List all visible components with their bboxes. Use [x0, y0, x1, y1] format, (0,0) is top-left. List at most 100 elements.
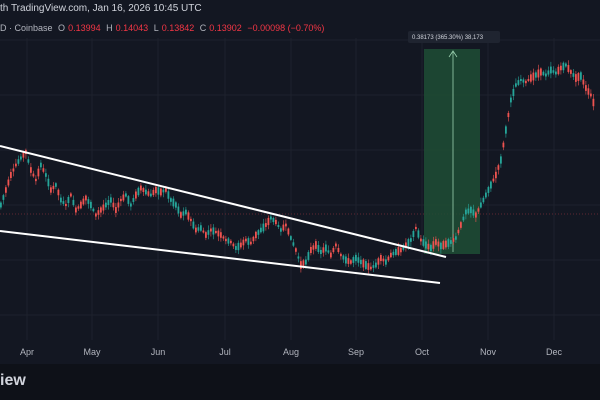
candle — [520, 78, 522, 82]
candle — [500, 156, 502, 164]
candle — [335, 243, 337, 247]
low-value: 0.13842 — [161, 23, 195, 33]
candle — [447, 239, 450, 247]
candle — [132, 198, 135, 202]
candle — [497, 165, 500, 170]
candle — [330, 252, 332, 258]
candle — [180, 212, 182, 218]
candle — [487, 187, 490, 193]
candle — [452, 238, 455, 242]
candle — [540, 68, 542, 76]
candle — [470, 206, 472, 214]
candle — [15, 163, 17, 167]
candle — [577, 73, 580, 81]
candle — [542, 71, 545, 76]
x-tick-label: Jul — [219, 347, 231, 357]
candle — [287, 228, 290, 235]
candle — [502, 142, 505, 148]
candle — [265, 223, 267, 227]
measure-label: 0.38173 (365.30%) 38,173 — [412, 35, 484, 41]
candle — [210, 228, 212, 232]
measure-arrow-head — [448, 50, 458, 58]
candle — [525, 80, 527, 84]
candle — [357, 257, 360, 263]
candle — [177, 206, 180, 214]
candle — [440, 242, 442, 250]
candle — [290, 236, 292, 240]
candle — [492, 178, 495, 182]
candle — [245, 238, 247, 242]
candle — [112, 202, 115, 208]
candle — [115, 207, 117, 213]
candle — [587, 88, 590, 95]
candle — [62, 201, 65, 204]
candle — [575, 74, 577, 82]
candle — [552, 70, 555, 73]
candle — [435, 239, 437, 245]
candle — [460, 222, 462, 228]
candle — [547, 70, 550, 75]
x-tick-label: Sep — [348, 347, 364, 357]
candle — [420, 238, 422, 242]
candle — [507, 112, 510, 118]
candle — [380, 254, 382, 262]
candle — [232, 243, 235, 247]
candle — [35, 178, 37, 182]
candle — [22, 152, 25, 158]
candles — [0, 60, 595, 275]
candle — [527, 78, 530, 82]
open-label: O — [58, 23, 66, 33]
candle — [190, 218, 192, 222]
candle — [442, 241, 445, 249]
candle — [105, 202, 107, 208]
candle — [2, 195, 5, 200]
candle — [432, 241, 435, 249]
candle — [382, 258, 385, 262]
tradingview-brand: iew — [0, 372, 26, 389]
candle — [222, 236, 225, 239]
candle — [147, 191, 150, 196]
candle — [192, 221, 195, 229]
candle — [377, 258, 380, 265]
candle — [537, 69, 540, 78]
candle — [127, 196, 130, 204]
candle — [85, 195, 87, 201]
candle — [162, 189, 165, 193]
candle — [555, 71, 557, 75]
candle — [165, 188, 167, 192]
candle — [352, 257, 355, 263]
candle — [40, 162, 42, 168]
close-label: C — [199, 23, 207, 33]
candle — [122, 194, 125, 201]
candle — [215, 230, 217, 234]
candle — [250, 241, 252, 245]
candle — [445, 240, 447, 248]
candle — [7, 179, 10, 186]
candle — [402, 245, 405, 250]
upper-trendline[interactable] — [0, 145, 447, 258]
candle — [292, 242, 295, 246]
candle — [277, 224, 280, 228]
candle — [405, 242, 407, 248]
candle — [282, 224, 285, 231]
candle — [67, 197, 70, 203]
candle — [322, 247, 325, 253]
candle — [225, 238, 227, 242]
candle — [437, 241, 440, 247]
candle — [360, 259, 362, 265]
candle — [337, 247, 340, 253]
candle — [220, 232, 222, 238]
candle — [400, 247, 402, 253]
candle — [407, 239, 410, 246]
candle — [207, 230, 210, 235]
candle — [175, 202, 177, 208]
candle — [5, 187, 7, 193]
candle — [347, 258, 350, 264]
candle — [517, 80, 520, 85]
candle — [415, 226, 417, 230]
candle — [455, 236, 457, 240]
candle — [140, 185, 142, 191]
candle — [342, 255, 345, 260]
lower-trendline[interactable] — [0, 230, 441, 284]
